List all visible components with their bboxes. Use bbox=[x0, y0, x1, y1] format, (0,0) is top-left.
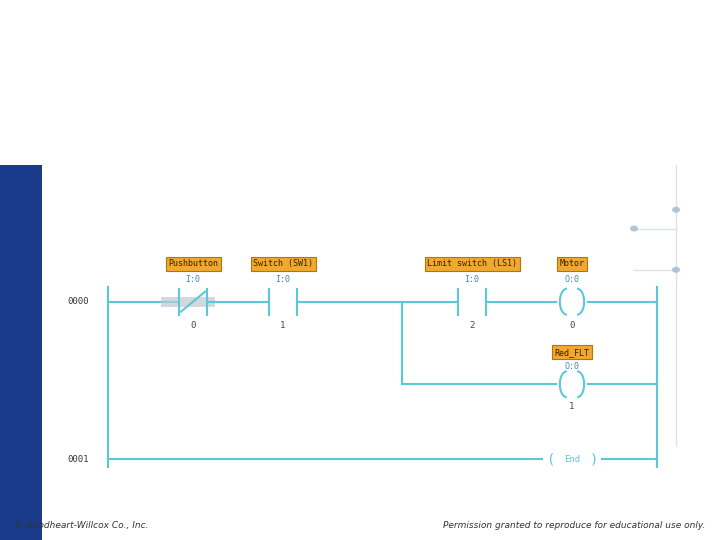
Text: 1: 1 bbox=[280, 321, 286, 330]
Text: © Goodheart-Willcox Co., Inc.: © Goodheart-Willcox Co., Inc. bbox=[14, 522, 149, 530]
Text: 1: 1 bbox=[570, 402, 575, 411]
Text: End: End bbox=[564, 455, 580, 464]
Text: O:0: O:0 bbox=[564, 362, 580, 371]
Text: (: ( bbox=[546, 453, 554, 467]
Ellipse shape bbox=[630, 226, 638, 232]
Bar bbox=[0, 165, 42, 540]
Text: Switch (SW1): Switch (SW1) bbox=[253, 259, 313, 268]
Text: ): ) bbox=[590, 453, 598, 467]
Text: with NO and NC Switches (Cont.): with NO and NC Switches (Cont.) bbox=[103, 110, 617, 138]
Text: I:0: I:0 bbox=[464, 275, 480, 284]
Text: 0000: 0000 bbox=[67, 297, 89, 306]
Text: 0: 0 bbox=[570, 321, 575, 330]
Text: 2: 2 bbox=[469, 321, 474, 330]
Text: O:0: O:0 bbox=[564, 275, 580, 284]
Text: Motor: Motor bbox=[559, 259, 585, 268]
Text: Programming Ladder Logic Diagrams: Programming Ladder Logic Diagrams bbox=[69, 44, 651, 72]
Text: I:0: I:0 bbox=[186, 275, 200, 284]
Ellipse shape bbox=[672, 207, 680, 213]
Bar bbox=[161, 296, 215, 307]
Ellipse shape bbox=[672, 267, 680, 273]
Text: Limit switch (LS1): Limit switch (LS1) bbox=[427, 259, 517, 268]
Text: I:0: I:0 bbox=[276, 275, 290, 284]
Text: 0001: 0001 bbox=[67, 455, 89, 464]
Text: 0: 0 bbox=[190, 321, 196, 330]
Text: Pushbutton: Pushbutton bbox=[168, 259, 218, 268]
Text: Permission granted to reproduce for educational use only.: Permission granted to reproduce for educ… bbox=[444, 522, 706, 530]
Text: Red_FLT: Red_FLT bbox=[554, 348, 590, 357]
